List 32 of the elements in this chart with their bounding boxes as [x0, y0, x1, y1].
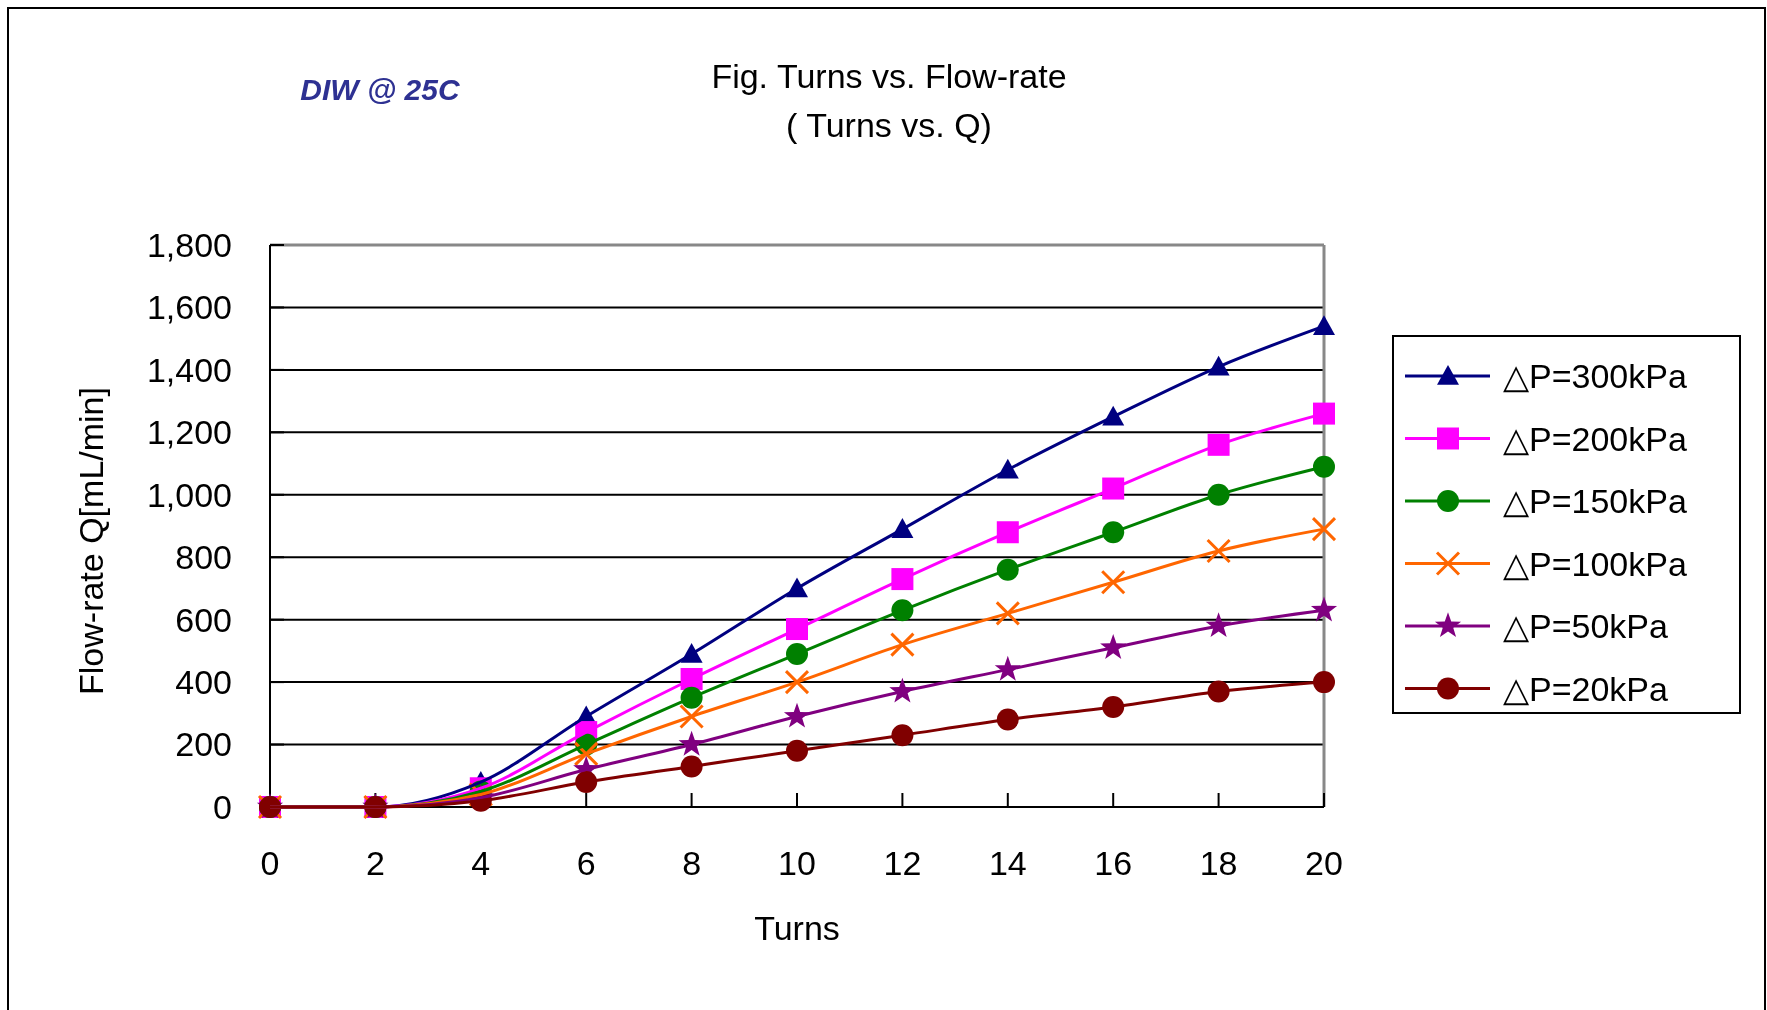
x-tick-label: 12	[883, 844, 922, 882]
x-tick-label: 6	[576, 844, 596, 882]
x-tick-label: 2	[365, 844, 385, 882]
x-tick-label: 10	[778, 844, 816, 882]
x-tick-label: 18	[1199, 844, 1238, 882]
x-tick-label: 20	[1305, 844, 1343, 882]
y-tick-label: 600	[175, 600, 232, 639]
y-tick-label: 400	[175, 663, 232, 702]
y-tick-label: 1,200	[146, 413, 232, 452]
x-tick-label: 8	[682, 844, 702, 882]
x-tick-label: 0	[260, 844, 280, 882]
y-axis-title: Flow-rate Q[mL/min]	[72, 387, 110, 695]
chart-subtitle: ( Turns vs. Q)	[786, 106, 992, 144]
legend-label: △P=300kPa	[1503, 357, 1687, 396]
x-tick-label: 4	[471, 844, 491, 882]
legend-label: △P=50kPa	[1503, 607, 1669, 646]
legend-label: △P=200kPa	[1503, 419, 1687, 458]
legend-label: △P=20kPa	[1503, 669, 1669, 708]
y-tick-label: 0	[213, 787, 232, 826]
legend-label: △P=100kPa	[1503, 544, 1687, 583]
x-tick-label: 14	[988, 844, 1027, 882]
y-tick-label: 1,800	[146, 225, 232, 264]
y-tick-label: 1,600	[146, 288, 232, 327]
chart-title: Fig. Turns vs. Flow-rate	[711, 57, 1067, 95]
x-axis-title: Turns	[754, 909, 840, 947]
text: DIW @ 25C	[300, 73, 461, 106]
y-tick-label: 1,400	[146, 350, 232, 389]
y-tick-label: 800	[175, 538, 232, 577]
legend-label: △P=150kPa	[1503, 482, 1687, 521]
y-tick-label: 1,000	[146, 475, 232, 514]
x-tick-label: 16	[1094, 844, 1133, 882]
y-tick-label: 200	[175, 725, 232, 764]
